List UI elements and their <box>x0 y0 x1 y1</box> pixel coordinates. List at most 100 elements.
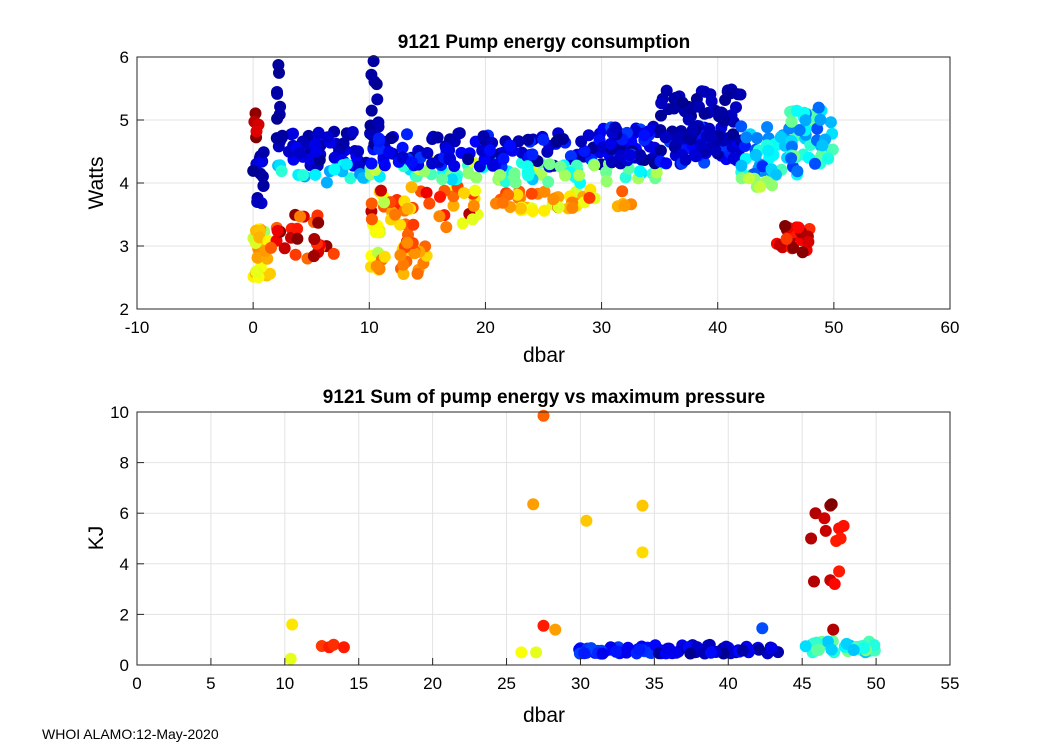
top-data-point <box>615 149 628 162</box>
top-data-point <box>780 232 793 245</box>
top-data-point <box>372 225 385 238</box>
bottom-x-tick-label: 35 <box>645 674 664 693</box>
top-data-point <box>477 130 490 143</box>
top-data-point <box>327 247 340 260</box>
top-data-point <box>588 159 601 172</box>
bottom-data-point <box>818 512 831 525</box>
top-data-point <box>383 146 396 158</box>
bottom-x-tick-label: 0 <box>132 674 141 693</box>
bottom-data-point <box>633 643 646 656</box>
top-data-point <box>497 152 510 165</box>
top-data-point <box>634 148 646 161</box>
top-data-point <box>396 141 409 154</box>
bottom-data-point <box>596 647 609 660</box>
top-data-point <box>522 169 535 182</box>
top-data-point <box>774 131 787 143</box>
top-data-point <box>352 145 365 158</box>
top-data-point <box>420 186 433 199</box>
bottom-data-point <box>765 642 778 655</box>
top-data-point <box>573 169 586 182</box>
top-data-point <box>514 202 527 215</box>
top-data-point <box>537 133 550 146</box>
bottom-y-tick-label: 8 <box>120 454 129 473</box>
top-data-point <box>421 147 434 159</box>
top-data-point <box>436 173 449 186</box>
top-data-point <box>308 233 321 245</box>
bottom-axes-box <box>136 411 951 666</box>
top-data-point <box>401 128 413 141</box>
top-data-point <box>271 224 284 237</box>
top-data-point <box>423 197 436 210</box>
top-data-point <box>792 221 805 234</box>
top-data-point <box>730 101 742 114</box>
top-data-point <box>538 204 551 217</box>
bottom-data-point <box>833 565 846 578</box>
top-data-point <box>484 144 496 157</box>
top-data-point <box>486 159 499 172</box>
top-chart: 9121 Pump energy consumption -10 0 10 20 30 4… <box>85 32 959 367</box>
bottom-data-point <box>636 499 649 512</box>
top-data-point <box>448 135 461 148</box>
bottom-data-point <box>752 643 765 656</box>
bottom-data-point <box>537 619 550 632</box>
bottom-data-point <box>527 498 540 511</box>
top-data-point <box>264 267 276 280</box>
bottom-x-tick-label: 15 <box>349 674 368 693</box>
top-data-point <box>467 199 480 212</box>
top-x-tick-label: 30 <box>592 318 611 337</box>
top-data-point <box>448 160 461 172</box>
top-data-point <box>655 97 668 110</box>
top-data-point <box>340 158 353 171</box>
top-tick-labels: -10 0 10 20 30 40 50 60 2 3 4 5 6 <box>120 48 960 337</box>
top-data-point <box>294 210 307 223</box>
top-data-point <box>559 169 572 182</box>
bottom-y-tick-label: 0 <box>120 656 129 675</box>
top-data-point <box>309 168 322 181</box>
top-data-point <box>633 165 646 178</box>
top-data-point <box>287 127 299 140</box>
top-data-point <box>508 167 521 180</box>
top-data-point <box>255 155 267 168</box>
top-data-point <box>365 197 378 210</box>
bottom-x-tick-label: 50 <box>867 674 886 693</box>
bottom-data-point <box>327 638 340 651</box>
bottom-x-tick-label: 10 <box>275 674 294 693</box>
bottom-chart: 9121 Sum of pump energy vs maximum press… <box>85 387 959 727</box>
top-data-point <box>638 129 651 142</box>
bottom-data-point <box>827 623 840 636</box>
top-data-point <box>802 235 815 248</box>
top-data-point <box>799 114 812 127</box>
top-data-point <box>411 267 424 280</box>
top-data-point <box>496 196 509 209</box>
top-data-point <box>397 268 410 280</box>
top-data-point <box>328 163 341 176</box>
bottom-data-point <box>530 646 543 659</box>
top-data-point <box>271 87 284 100</box>
top-data-point <box>462 153 475 166</box>
top-data-point <box>256 170 269 183</box>
top-data-point <box>509 176 522 189</box>
top-data-point <box>408 247 421 260</box>
top-data-point <box>257 146 270 159</box>
top-data-point <box>604 137 617 150</box>
top-x-tick-label: -10 <box>125 318 150 337</box>
top-y-tick-label: 5 <box>120 111 129 130</box>
top-data-point <box>271 112 284 125</box>
top-data-point <box>370 78 383 91</box>
top-data-point <box>791 165 804 178</box>
bottom-x-axis-label: dbar <box>523 704 565 727</box>
top-data-point <box>650 166 663 179</box>
top-data-point <box>564 150 577 163</box>
top-data-point <box>278 242 291 255</box>
top-data-point <box>600 166 613 178</box>
top-data-point <box>679 153 692 166</box>
top-data-point <box>718 113 730 126</box>
top-data-point <box>809 157 821 170</box>
top-data-point <box>250 265 263 278</box>
top-data-point <box>826 143 839 156</box>
top-y-axis-label: Watts <box>85 157 108 210</box>
top-data-point <box>694 138 707 151</box>
top-data-point <box>550 135 563 148</box>
bottom-data-point <box>825 643 838 656</box>
